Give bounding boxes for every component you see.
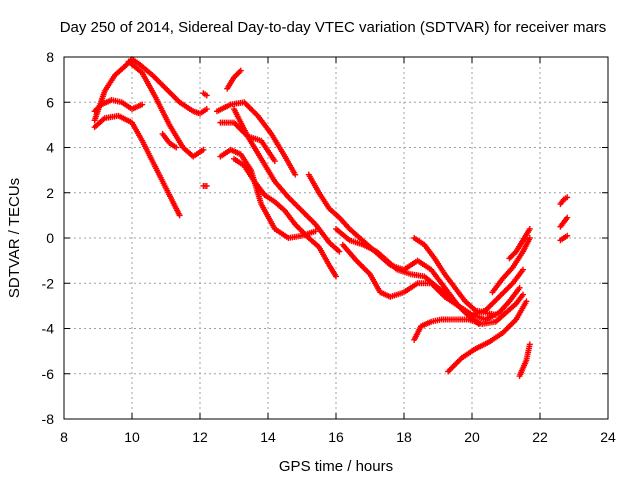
data-point — [139, 101, 146, 108]
plot-frame — [63, 56, 609, 420]
series-trace-6 — [224, 67, 244, 92]
series-trace-1 — [91, 56, 210, 124]
data-point — [564, 194, 571, 201]
series-trace-11 — [305, 171, 526, 318]
series-trace-7 — [214, 99, 299, 178]
series-trace-21 — [557, 214, 571, 230]
data-point — [203, 182, 210, 189]
x-tick-label: 8 — [60, 429, 68, 445]
data-point — [526, 235, 533, 241]
x-tick-label: 24 — [600, 429, 616, 445]
grid-layer — [64, 57, 608, 419]
x-tick-label: 18 — [396, 429, 412, 445]
data-point — [237, 67, 244, 74]
series-trace-15 — [411, 291, 526, 343]
y-tick-label: -4 — [42, 321, 55, 337]
series-trace-9 — [231, 155, 339, 280]
series-trace-13 — [339, 241, 523, 323]
data-point — [526, 225, 533, 232]
marker-layer — [91, 56, 571, 380]
y-tick-label: 4 — [46, 140, 54, 156]
series-trace-17 — [489, 235, 533, 296]
series-trace-16 — [445, 298, 530, 375]
series-trace-4 — [125, 58, 207, 160]
x-tick-label: 10 — [124, 429, 140, 445]
x-tick-label: 22 — [532, 429, 548, 445]
data-point — [271, 158, 278, 165]
chart-title: Day 250 of 2014, Sidereal Day-to-day VTE… — [60, 19, 607, 36]
data-point — [203, 92, 210, 99]
y-axis-label: SDTVAR / TECUs — [6, 178, 23, 298]
data-point — [526, 341, 533, 348]
series-trace-24 — [200, 182, 210, 189]
y-tick-label: 6 — [46, 94, 54, 110]
series-trace-25 — [159, 130, 180, 151]
x-tick-label: 20 — [464, 429, 480, 445]
series-trace-22 — [557, 232, 571, 244]
series-trace-3 — [91, 112, 183, 219]
series-trace-14 — [411, 235, 499, 318]
x-tick-label: 14 — [260, 429, 276, 445]
series-trace-23 — [200, 90, 210, 99]
data-point — [492, 311, 499, 318]
data-point — [200, 146, 207, 153]
y-tick-label: 0 — [46, 230, 54, 246]
data-point — [564, 232, 571, 239]
y-tick-label: 8 — [46, 49, 54, 65]
data-point — [516, 284, 523, 291]
series-trace-18 — [506, 225, 533, 262]
data-point — [520, 266, 526, 273]
data-point — [336, 248, 343, 255]
data-point — [173, 144, 180, 151]
data-point — [292, 171, 299, 178]
series-trace-19 — [516, 341, 533, 380]
series-trace-10 — [231, 106, 278, 165]
x-tick-label: 12 — [192, 429, 208, 445]
series-trace-20 — [557, 194, 571, 208]
data-point — [333, 273, 339, 280]
data-point — [176, 212, 183, 219]
y-tick-label: -8 — [42, 411, 55, 427]
y-tick-label: -2 — [42, 275, 55, 291]
data-point — [564, 214, 571, 221]
series-trace-12 — [333, 225, 482, 327]
y-tick-label: -6 — [42, 366, 55, 382]
x-axis-label: GPS time / hours — [279, 458, 393, 475]
y-tick-label: 2 — [46, 185, 54, 201]
data-point — [523, 298, 530, 305]
data-point — [203, 106, 210, 113]
data-point — [520, 291, 526, 298]
series-trace-5 — [217, 146, 319, 241]
series-trace-2 — [91, 96, 146, 115]
x-tick-label: 16 — [328, 429, 344, 445]
